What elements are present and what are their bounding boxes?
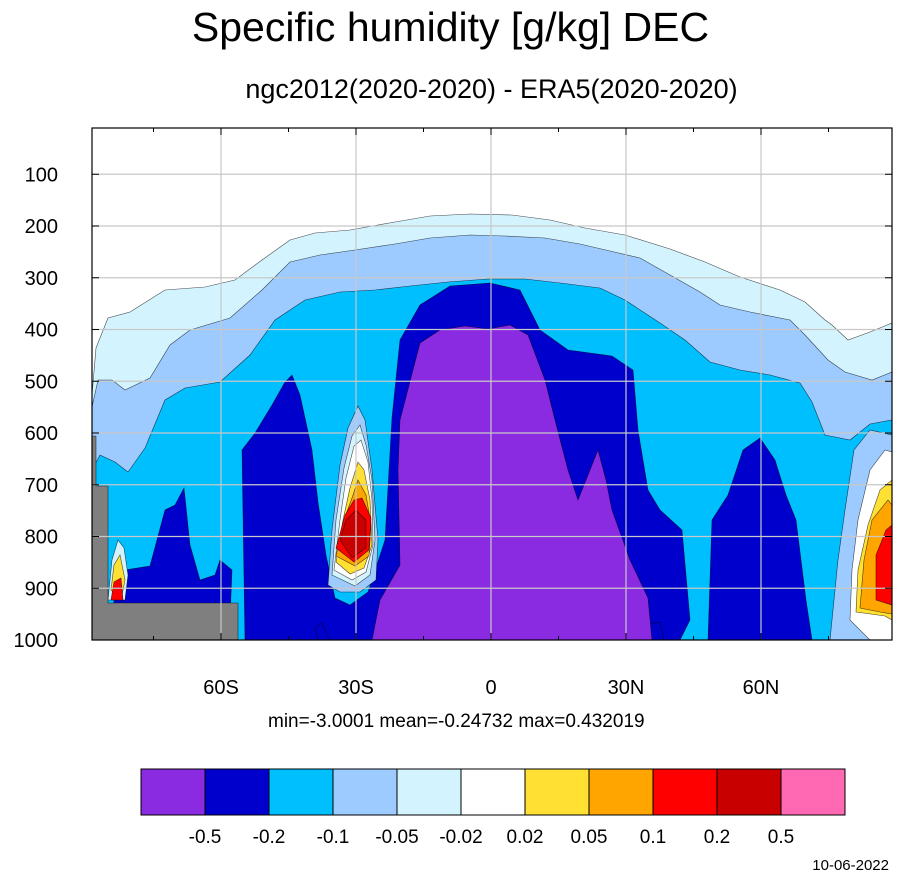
colorbar-label: -0.02: [439, 827, 482, 848]
y-tick-label: 800: [25, 527, 58, 549]
colorbar-label: -0.1: [317, 827, 350, 848]
colorbar-swatch: [588, 768, 654, 816]
plot-border: [91, 127, 893, 641]
x-tick-label: 30S: [338, 677, 374, 699]
x-axis: 60S 30S 0 30N 60N: [203, 677, 779, 699]
y-tick-label: 1000: [14, 630, 59, 652]
colorbar-swatch: [268, 768, 334, 816]
x-tick-label: 30N: [608, 677, 645, 699]
colorbar-label: 0.2: [704, 827, 730, 848]
plot-frame: [91, 127, 893, 641]
y-tick-label: 600: [25, 423, 58, 445]
gridlines: [92, 128, 892, 640]
y-tick-label: 300: [25, 268, 58, 290]
colorbar-swatch: [396, 768, 462, 816]
contour-region: [875, 524, 892, 606]
contour-region: [371, 324, 653, 640]
colorbar-swatch: [204, 768, 270, 816]
x-tick-label: 60S: [203, 677, 239, 699]
colorbar-label: 0.02: [507, 827, 544, 848]
y-tick-label: 200: [25, 216, 58, 238]
colorbar-label: 0.1: [640, 827, 666, 848]
colorbar-label: -0.5: [189, 827, 222, 848]
colorbar-swatch: [460, 768, 526, 816]
chart-subtitle: ngc2012(2020-2020) - ERA5(2020-2020): [245, 74, 738, 104]
colorbar-swatch: [332, 768, 398, 816]
colorbar-label: -0.05: [375, 827, 418, 848]
contour-fields: [92, 128, 892, 640]
y-tick-label: 400: [25, 320, 58, 342]
colorbar-swatch: [716, 768, 782, 816]
x-tick-label: 60N: [743, 677, 780, 699]
chart-title: Specific humidity [g/kg] DEC: [191, 4, 710, 50]
colorbar-swatch: [652, 768, 718, 816]
colorbar-swatch: [524, 768, 590, 816]
colorbar-swatch: [780, 768, 846, 816]
colorbar: -0.5 -0.2 -0.1 -0.05 -0.02 0.02 0.05 0.1 0.2 0.5: [140, 768, 846, 848]
y-tick-label: 900: [25, 578, 58, 600]
colorbar-swatch: [140, 768, 206, 816]
stats-text: min=-3.0001 mean=-0.24732 max=0.432019: [268, 711, 645, 732]
y-axis: 100 200 300 400 500 600 700 800 900 1000: [14, 164, 892, 652]
y-tick-label: 500: [25, 371, 58, 393]
contour-region: [92, 435, 239, 640]
contour-region: [707, 437, 813, 640]
y-tick-label: 100: [25, 164, 58, 186]
contour-region: [339, 509, 367, 559]
contour-region: [314, 622, 330, 640]
x-tick-label: 0: [485, 677, 496, 699]
y-tick-label: 700: [25, 475, 58, 497]
date-label: 10-06-2022: [812, 857, 889, 874]
colorbar-label: -0.2: [253, 827, 286, 848]
colorbar-label: 0.5: [768, 827, 794, 848]
colorbar-label: 0.05: [571, 827, 608, 848]
